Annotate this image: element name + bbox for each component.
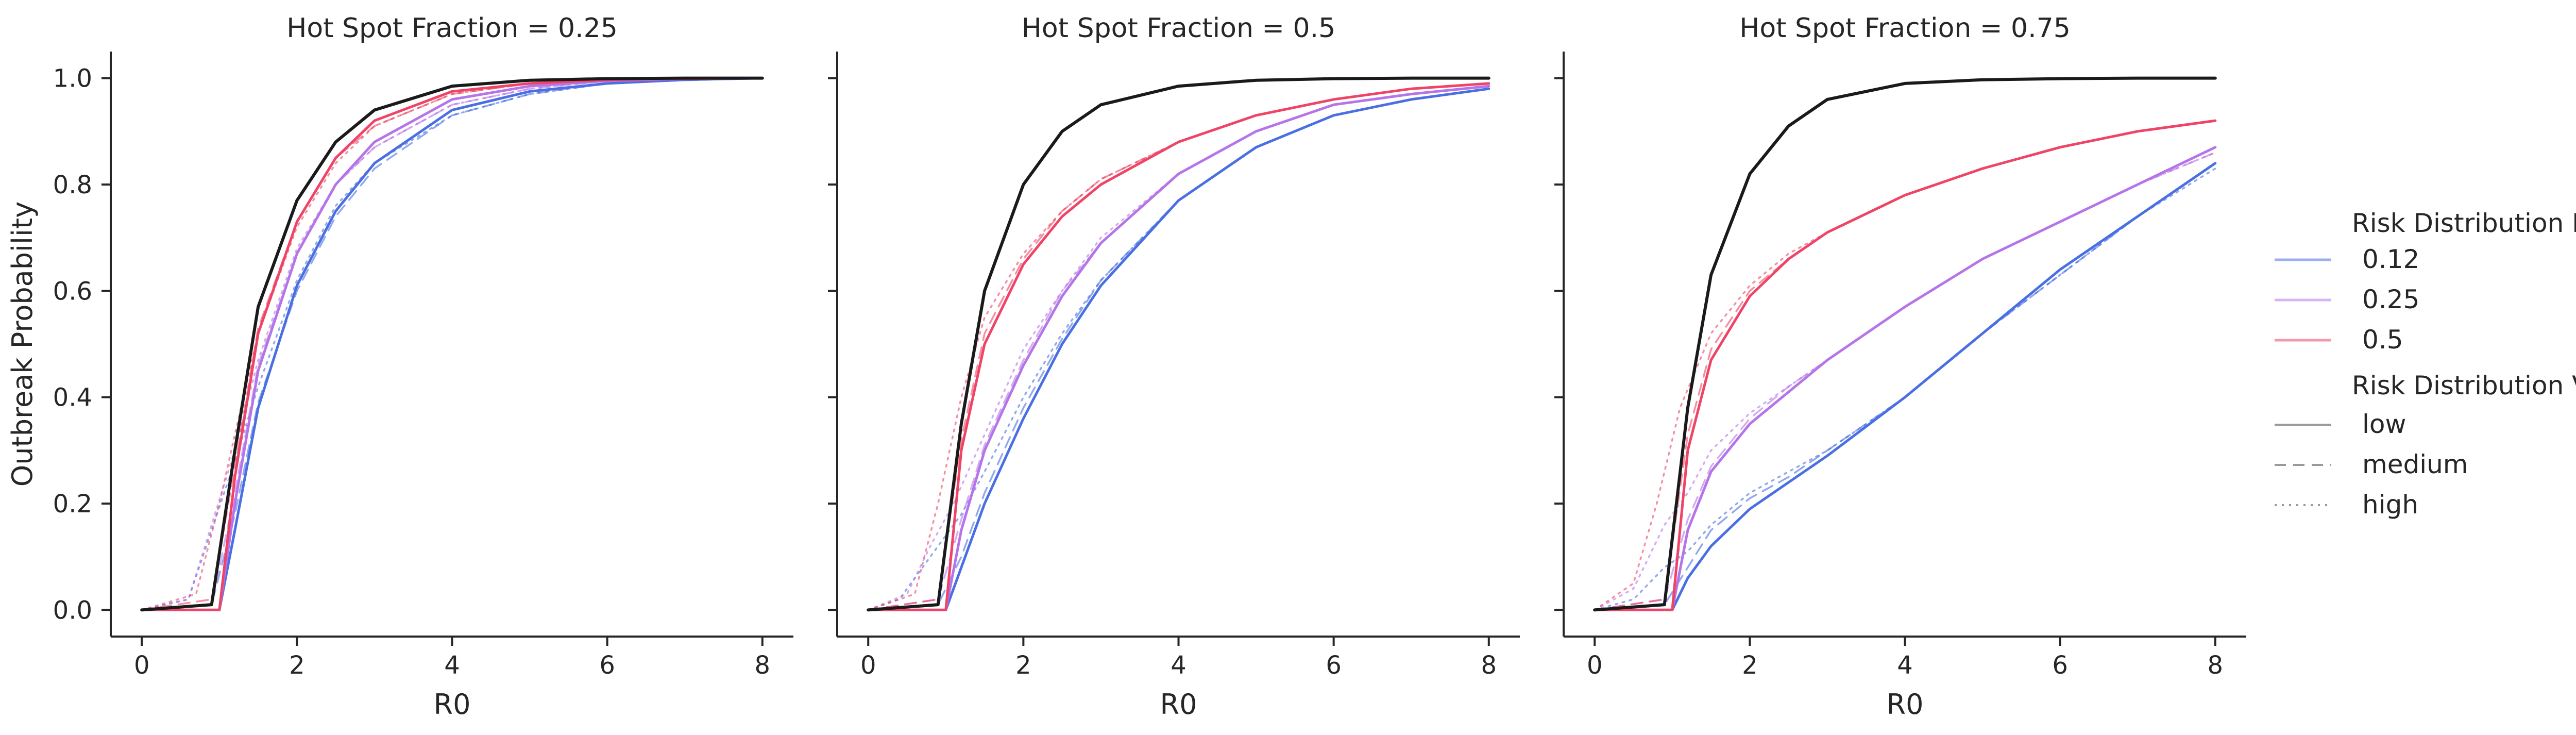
series-lines (140, 76, 764, 612)
legend-label: medium (2362, 449, 2468, 479)
series-line-mean-0-25-high (1594, 152, 2216, 611)
series-line-mean-0-12-low (1593, 162, 2217, 611)
legend-title-mean: Risk Distribution Mean (2352, 208, 2576, 238)
series-lines (1593, 76, 2217, 612)
y-tick-label: 0.0 (53, 596, 92, 625)
legend-item-variance-high: high (2275, 490, 2418, 520)
series-line-mean-0-5-high (141, 77, 764, 611)
y-tick-label: 1.0 (53, 64, 92, 93)
series-line-mean-0-12-medium (1594, 162, 2216, 611)
legend-item-variance-low: low (2275, 409, 2406, 439)
x-tick-label: 0 (860, 651, 876, 680)
x-tick-label: 0 (134, 651, 150, 680)
series-line-mean-reference-low (140, 76, 764, 612)
panel-title: Hot Spot Fraction = 0.5 (1022, 13, 1335, 44)
x-tick-label: 8 (2207, 651, 2223, 680)
legend-label: 0.25 (2362, 285, 2419, 314)
x-tick-label: 2 (1742, 651, 1758, 680)
y-tick-label: 0.2 (53, 490, 92, 519)
series-line-mean-0-5-low (1593, 119, 2217, 611)
series-line-mean-0-12-high (1594, 168, 2216, 611)
series-line-mean-reference-low (1593, 76, 2217, 612)
legend-item-mean-0-5: 0.5 (2275, 325, 2403, 355)
x-tick-label: 6 (1326, 651, 1342, 680)
series-line-mean-0-25-medium (1594, 152, 2216, 611)
x-tick-label: 8 (1481, 651, 1497, 680)
series-line-mean-reference-low (867, 76, 1490, 612)
series-line-mean-0-25-low (1593, 146, 2217, 611)
series-lines (867, 76, 1490, 612)
x-tick-label: 4 (1897, 651, 1913, 680)
series-line-mean-0-5-low (867, 82, 1490, 611)
legend-item-variance-medium: medium (2275, 449, 2468, 479)
facet-panel-3: Hot Spot Fraction = 0.75 0 2 4 6 8 R0 (1554, 13, 2246, 721)
x-axis-label: R0 (1160, 688, 1197, 721)
panel-title: Hot Spot Fraction = 0.75 (1739, 13, 2071, 44)
x-tick-label: 6 (599, 651, 615, 680)
legend-label: low (2362, 409, 2406, 439)
panel-title: Hot Spot Fraction = 0.25 (286, 13, 618, 44)
x-axis-label: R0 (1887, 688, 1924, 721)
facet-panel-1: Hot Spot Fraction = 0.25 0 2 4 6 8 0.0 0.2 0.4 0.… (6, 13, 793, 721)
series-line-mean-0-25-high (867, 85, 1490, 611)
series-line-mean-0-12-high (141, 77, 764, 611)
legend-title-variance: Risk Distribution Variance (2352, 371, 2576, 400)
facet-panel-2: Hot Spot Fraction = 0.5 0 2 4 6 8 R0 (828, 13, 1520, 721)
x-tick-label: 0 (1587, 651, 1603, 680)
y-tick-label: 0.8 (53, 171, 92, 199)
series-line-mean-0-12-medium (867, 88, 1490, 611)
legend: Risk Distribution Mean 0.12 0.25 0.5 Risk … (2275, 208, 2576, 520)
y-tick-label: 0.4 (53, 383, 92, 412)
legend-item-mean-0-12: 0.12 (2275, 244, 2419, 274)
x-tick-label: 6 (2052, 651, 2068, 680)
legend-item-mean-0-25: 0.25 (2275, 285, 2419, 314)
series-line-mean-0-12-low (867, 87, 1490, 611)
x-tick-label: 4 (444, 651, 460, 680)
series-line-mean-0-12-low (140, 77, 764, 611)
x-tick-label: 2 (289, 651, 305, 680)
x-tick-label: 8 (754, 651, 770, 680)
x-tick-label: 2 (1015, 651, 1031, 680)
y-tick-label: 0.6 (53, 277, 92, 306)
legend-mean-items: 0.12 0.25 0.5 (2275, 244, 2419, 355)
series-line-mean-0-25-low (867, 85, 1490, 611)
legend-variance-items: low medium high (2275, 409, 2468, 520)
legend-label: high (2362, 490, 2418, 520)
x-axis-label: R0 (434, 688, 471, 721)
x-tick-label: 4 (1171, 651, 1187, 680)
facet-panels: Hot Spot Fraction = 0.25 0 2 4 6 8 0.0 0.2 0.4 0.… (6, 13, 2246, 721)
legend-label: 0.5 (2362, 325, 2403, 355)
legend-label: 0.12 (2362, 244, 2419, 274)
y-axis-label: Outbreak Probability (6, 202, 39, 487)
